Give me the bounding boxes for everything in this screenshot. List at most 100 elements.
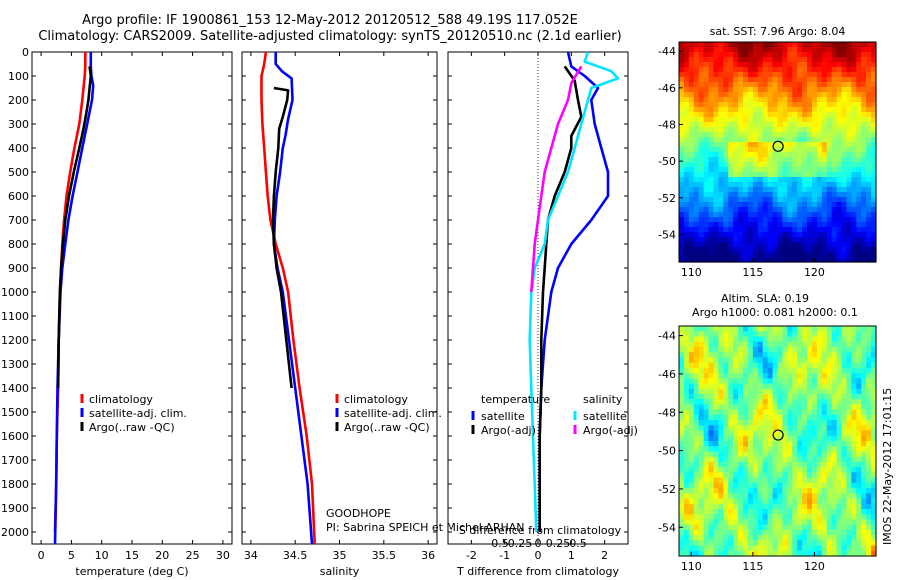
- sla-map-cell: [713, 362, 719, 369]
- sst-map-cell: [718, 152, 724, 158]
- sst-map-cell: [856, 117, 862, 123]
- sst-map-cell: [846, 252, 852, 258]
- sst-map-cell: [816, 87, 823, 93]
- sst-map-cell: [728, 52, 734, 58]
- sst-map-cell: [762, 162, 769, 168]
- sst-map-cell: [811, 57, 818, 63]
- sla-map-cell: [861, 503, 867, 510]
- sla-map-cell: [708, 414, 715, 421]
- sla-map-cell: [767, 519, 774, 526]
- sst-map-cell: [851, 182, 857, 188]
- sst-map-cell: [866, 202, 872, 208]
- sla-map-cell: [693, 336, 700, 343]
- sla-map-cell: [866, 420, 872, 426]
- sst-map-cell: [698, 72, 705, 78]
- sst-map-cell: [787, 172, 793, 178]
- sla-map-cell: [871, 378, 877, 385]
- sla-map-cell: [846, 388, 852, 395]
- sla-map-cell: [757, 529, 764, 536]
- sla-map-cell: [762, 535, 769, 541]
- sst-map-cell: [861, 87, 867, 93]
- sst-map-cell: [851, 82, 857, 88]
- sst-map-cell: [713, 112, 719, 118]
- sst-map-cell: [757, 227, 764, 233]
- sla-map-cell: [841, 477, 848, 484]
- sst-map-cell: [831, 82, 838, 88]
- sst-map-cell: [816, 202, 823, 208]
- sla-map-cell: [688, 414, 695, 421]
- sst-map-cell: [762, 182, 769, 188]
- project-label: GOODHOPE: [326, 507, 391, 520]
- sla-map-cell: [747, 540, 754, 547]
- sla-map-cell: [718, 498, 724, 505]
- sst-map-cell: [718, 142, 724, 148]
- sst-map-cell: [846, 82, 852, 88]
- sla-map-cell: [856, 404, 862, 411]
- sst-map-cell: [811, 197, 818, 203]
- sla-map-cell: [821, 493, 828, 500]
- sst-map-cell: [802, 87, 808, 93]
- sla-map-cell: [836, 472, 843, 479]
- sla-map-cell: [703, 524, 710, 531]
- sla-map-cell: [797, 441, 803, 447]
- sst-map-cell: [861, 247, 867, 253]
- sst-map-cell: [743, 157, 749, 163]
- sla-map-cell: [861, 461, 867, 468]
- sla-map-cell: [698, 545, 705, 552]
- sst-map-cell: [708, 117, 715, 123]
- sst-map-cell: [782, 252, 788, 258]
- sst-map-cell: [831, 247, 838, 253]
- sla-map-cell: [728, 467, 734, 473]
- sla-map-cell: [782, 488, 788, 494]
- sla-map-cell: [777, 331, 784, 338]
- sla-map-cell: [772, 393, 779, 400]
- sla-map-cell: [703, 472, 710, 479]
- sla-map-cell: [866, 488, 872, 494]
- sst-map-cell: [762, 62, 769, 68]
- sla-map-cell: [797, 535, 803, 541]
- sst-map-cell: [841, 92, 848, 98]
- sla-map-cell: [752, 404, 759, 411]
- sst-map-cell: [861, 67, 867, 73]
- sla-map-cell: [728, 373, 734, 379]
- sla-map-cell: [698, 493, 705, 500]
- sst-map-cell: [836, 207, 843, 213]
- sla-map-cell: [718, 362, 724, 369]
- sst-map-cell: [693, 77, 700, 83]
- sla-map-cell: [757, 388, 764, 395]
- sla-map-cell: [821, 461, 828, 468]
- sst-map-cell: [743, 257, 749, 263]
- sst-map-cell: [772, 197, 779, 203]
- sla-map-cell: [718, 367, 724, 374]
- sla-map-cell: [846, 341, 852, 348]
- sst-map-cell: [856, 152, 862, 158]
- sla-map-cell: [752, 362, 759, 369]
- sla-map-cell: [802, 414, 808, 421]
- sla-map-cell: [767, 388, 774, 395]
- sst-map-cell: [713, 137, 719, 143]
- sla-map-cell: [718, 477, 724, 484]
- sla-map-cell: [767, 331, 774, 338]
- sst-map-cell: [856, 187, 862, 193]
- sla-map-cell: [688, 393, 695, 400]
- sst-map-cell: [851, 117, 857, 123]
- sla-map-cell: [866, 508, 872, 515]
- sst-map-cell: [787, 62, 793, 68]
- sla-map-cell: [871, 498, 877, 505]
- sst-map-cell: [713, 157, 719, 163]
- sla-map-cell: [688, 503, 695, 510]
- sla-map-cell: [846, 383, 852, 390]
- sla-map-cell: [802, 524, 808, 531]
- sst-map-cell: [782, 167, 788, 173]
- sla-map-cell: [757, 493, 764, 500]
- sst-map-cell: [767, 202, 774, 208]
- sst-map-cell: [738, 217, 744, 223]
- sst-map-cell: [831, 237, 838, 243]
- sst-map-cell: [747, 202, 754, 208]
- sst-map-cell: [693, 82, 700, 88]
- sst-map-cell: [846, 232, 852, 238]
- sst-map-cell: [792, 232, 798, 238]
- sst-map-cell: [866, 82, 872, 88]
- sst-map-cell: [841, 187, 848, 193]
- sst-map-cell: [792, 52, 798, 58]
